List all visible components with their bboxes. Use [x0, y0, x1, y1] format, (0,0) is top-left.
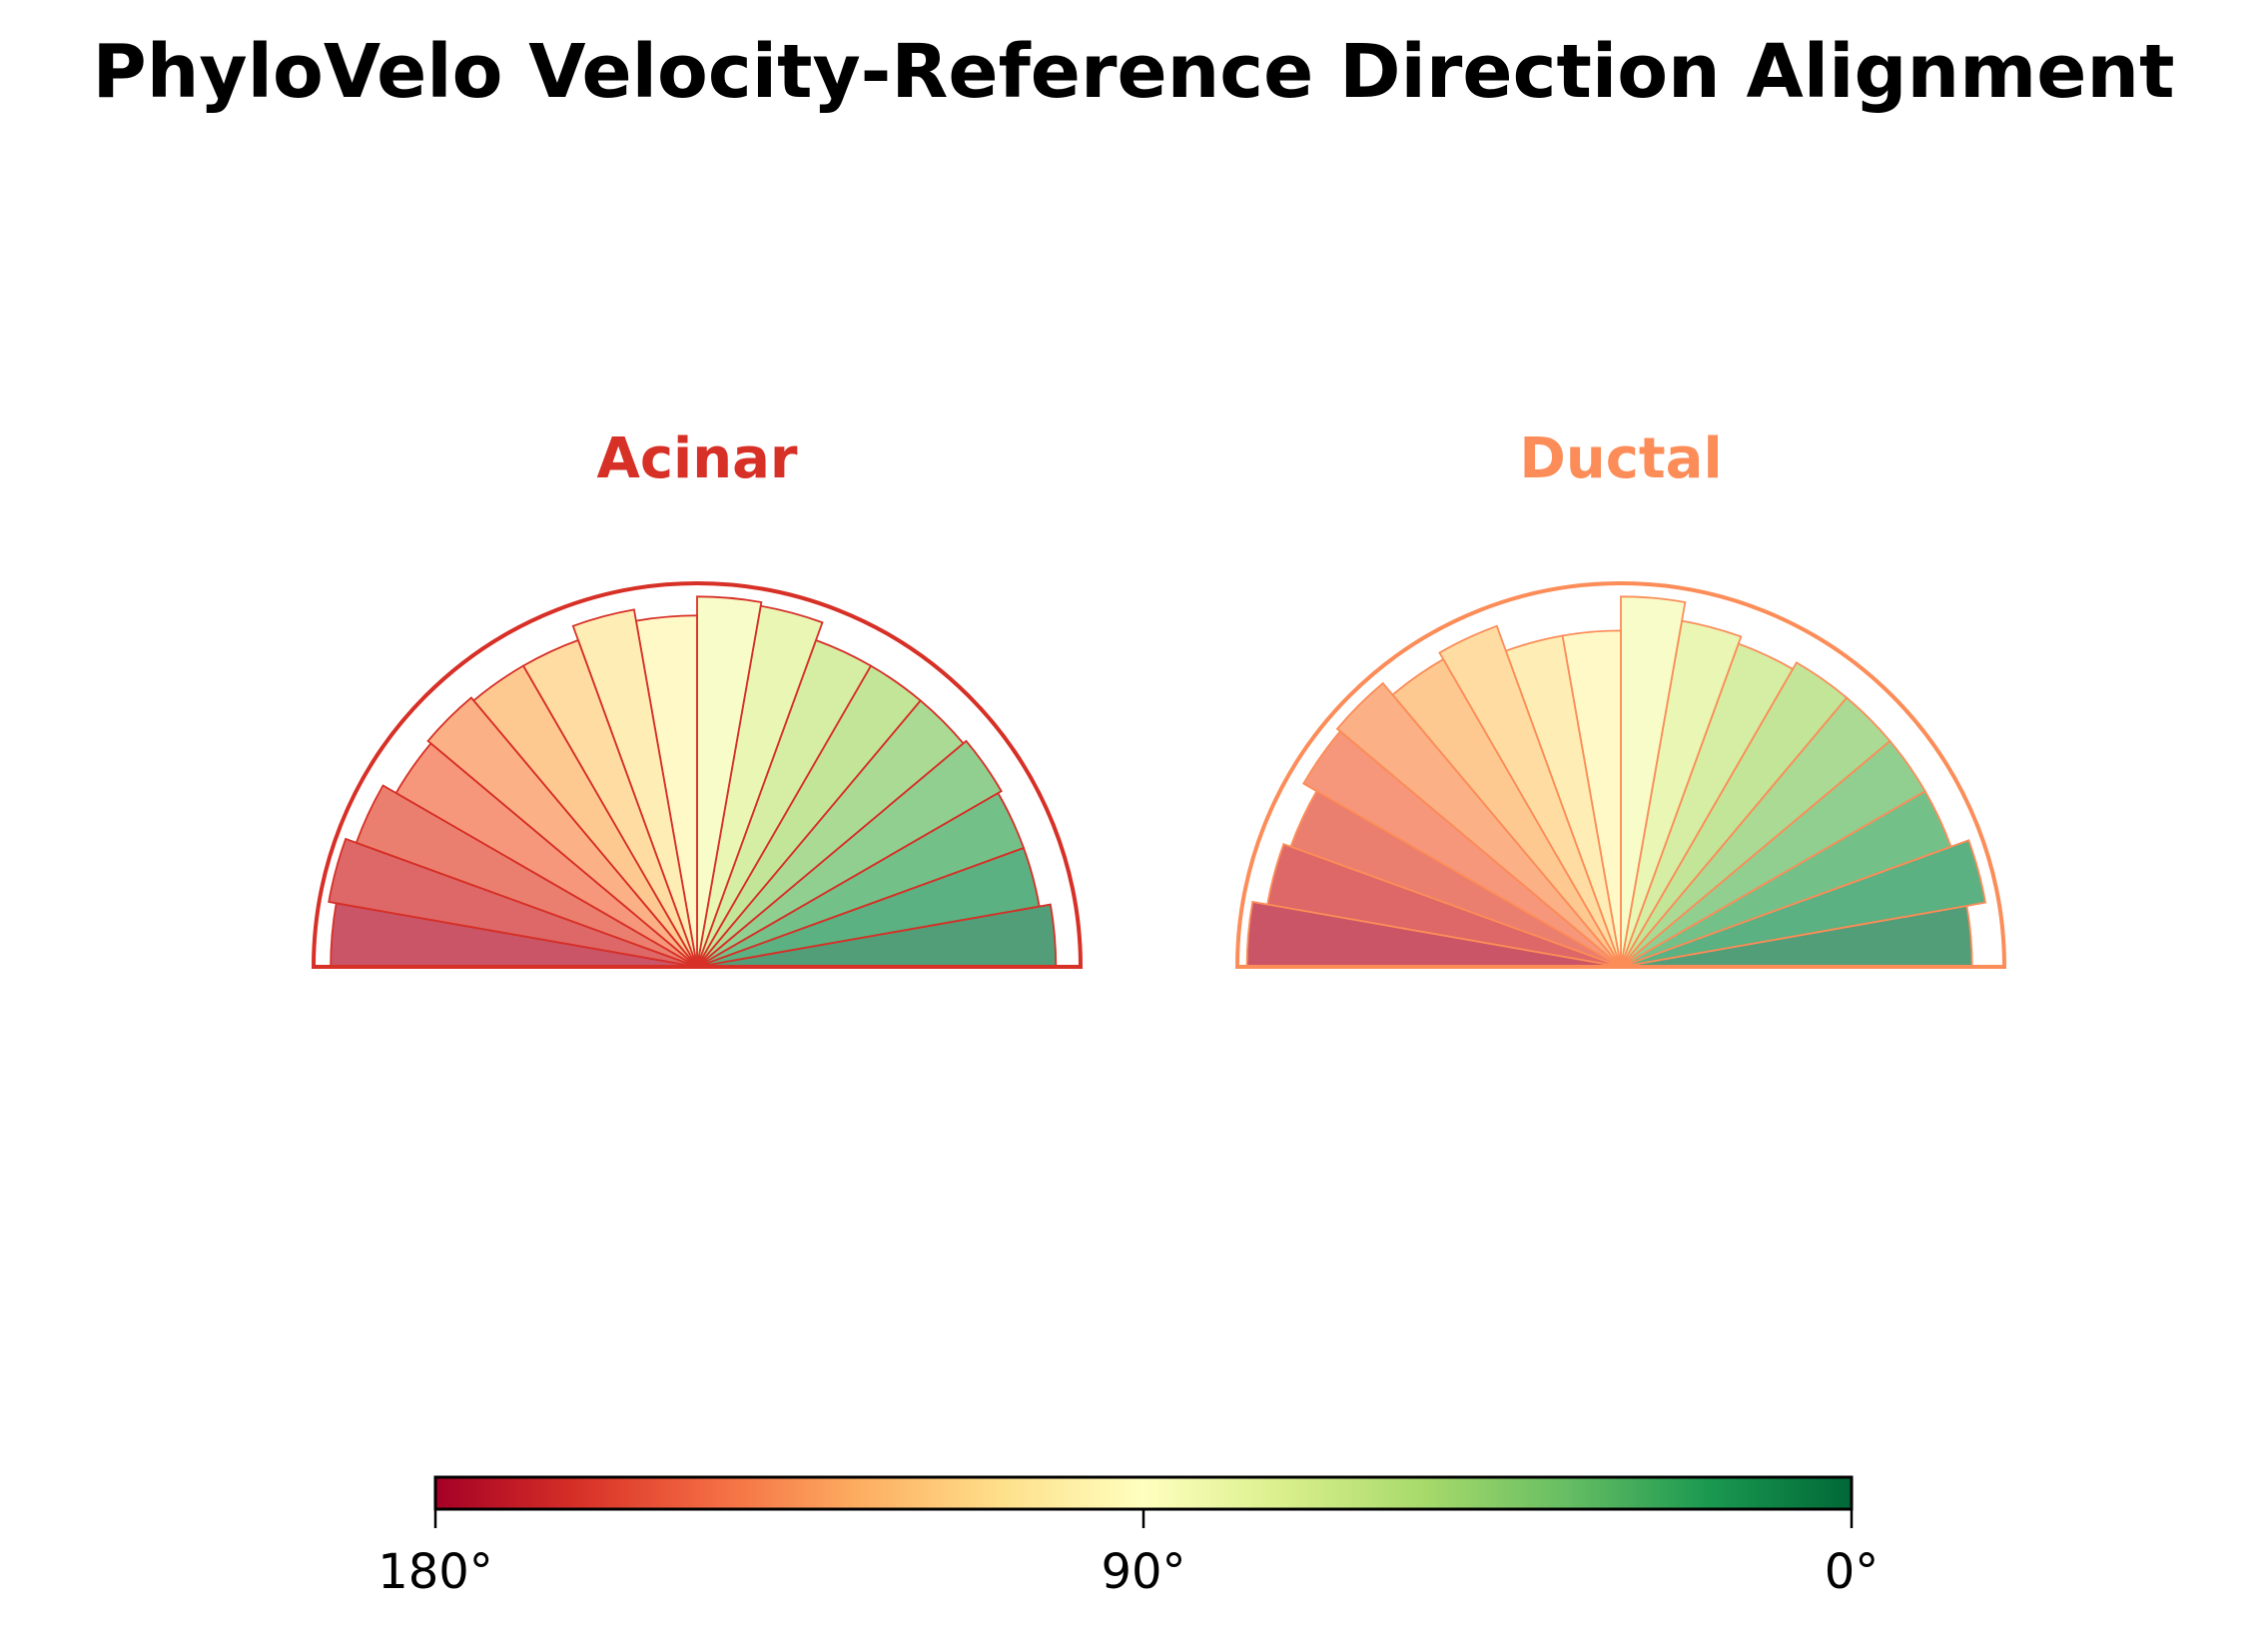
- ductal-bar-10-20: [1620, 839, 1987, 968]
- colorbar-tick-label-0: 0°: [1825, 1544, 1880, 1600]
- ductal-bar-140-150: [1302, 729, 1622, 968]
- ductal-bar-80-90: [1620, 595, 1687, 968]
- ductal-bar-130-140: [1335, 681, 1622, 968]
- acinar-bar-100-110: [571, 608, 698, 968]
- acinar-bar-30-40: [696, 739, 1003, 968]
- acinar-bar-130-140: [426, 696, 698, 968]
- acinar-panel: Acinar: [311, 426, 1084, 969]
- acinar-bar-160-170: [328, 837, 698, 968]
- ductal-bar-50-60: [1620, 661, 1849, 968]
- colorbar-gradient: [433, 1475, 1854, 1511]
- acinar-polar-frame: [311, 581, 1084, 969]
- ductal-panel: Ductal: [1234, 426, 2007, 969]
- colorbar-tick-label-180: 180°: [378, 1544, 493, 1600]
- ductal-panel-title: Ductal: [1519, 426, 1722, 491]
- ductal-bar-110-120: [1438, 624, 1622, 968]
- chart-title: PhyloVelo Velocity-Reference Direction A…: [92, 29, 2174, 115]
- colorbar-tick-label-90: 90°: [1101, 1544, 1185, 1600]
- acinar-panel-title: Acinar: [596, 426, 797, 491]
- ductal-polar-frame: [1234, 581, 2007, 969]
- acinar-bar-80-90: [696, 595, 763, 968]
- colorbar: 180° 90° 0°: [378, 1475, 1880, 1600]
